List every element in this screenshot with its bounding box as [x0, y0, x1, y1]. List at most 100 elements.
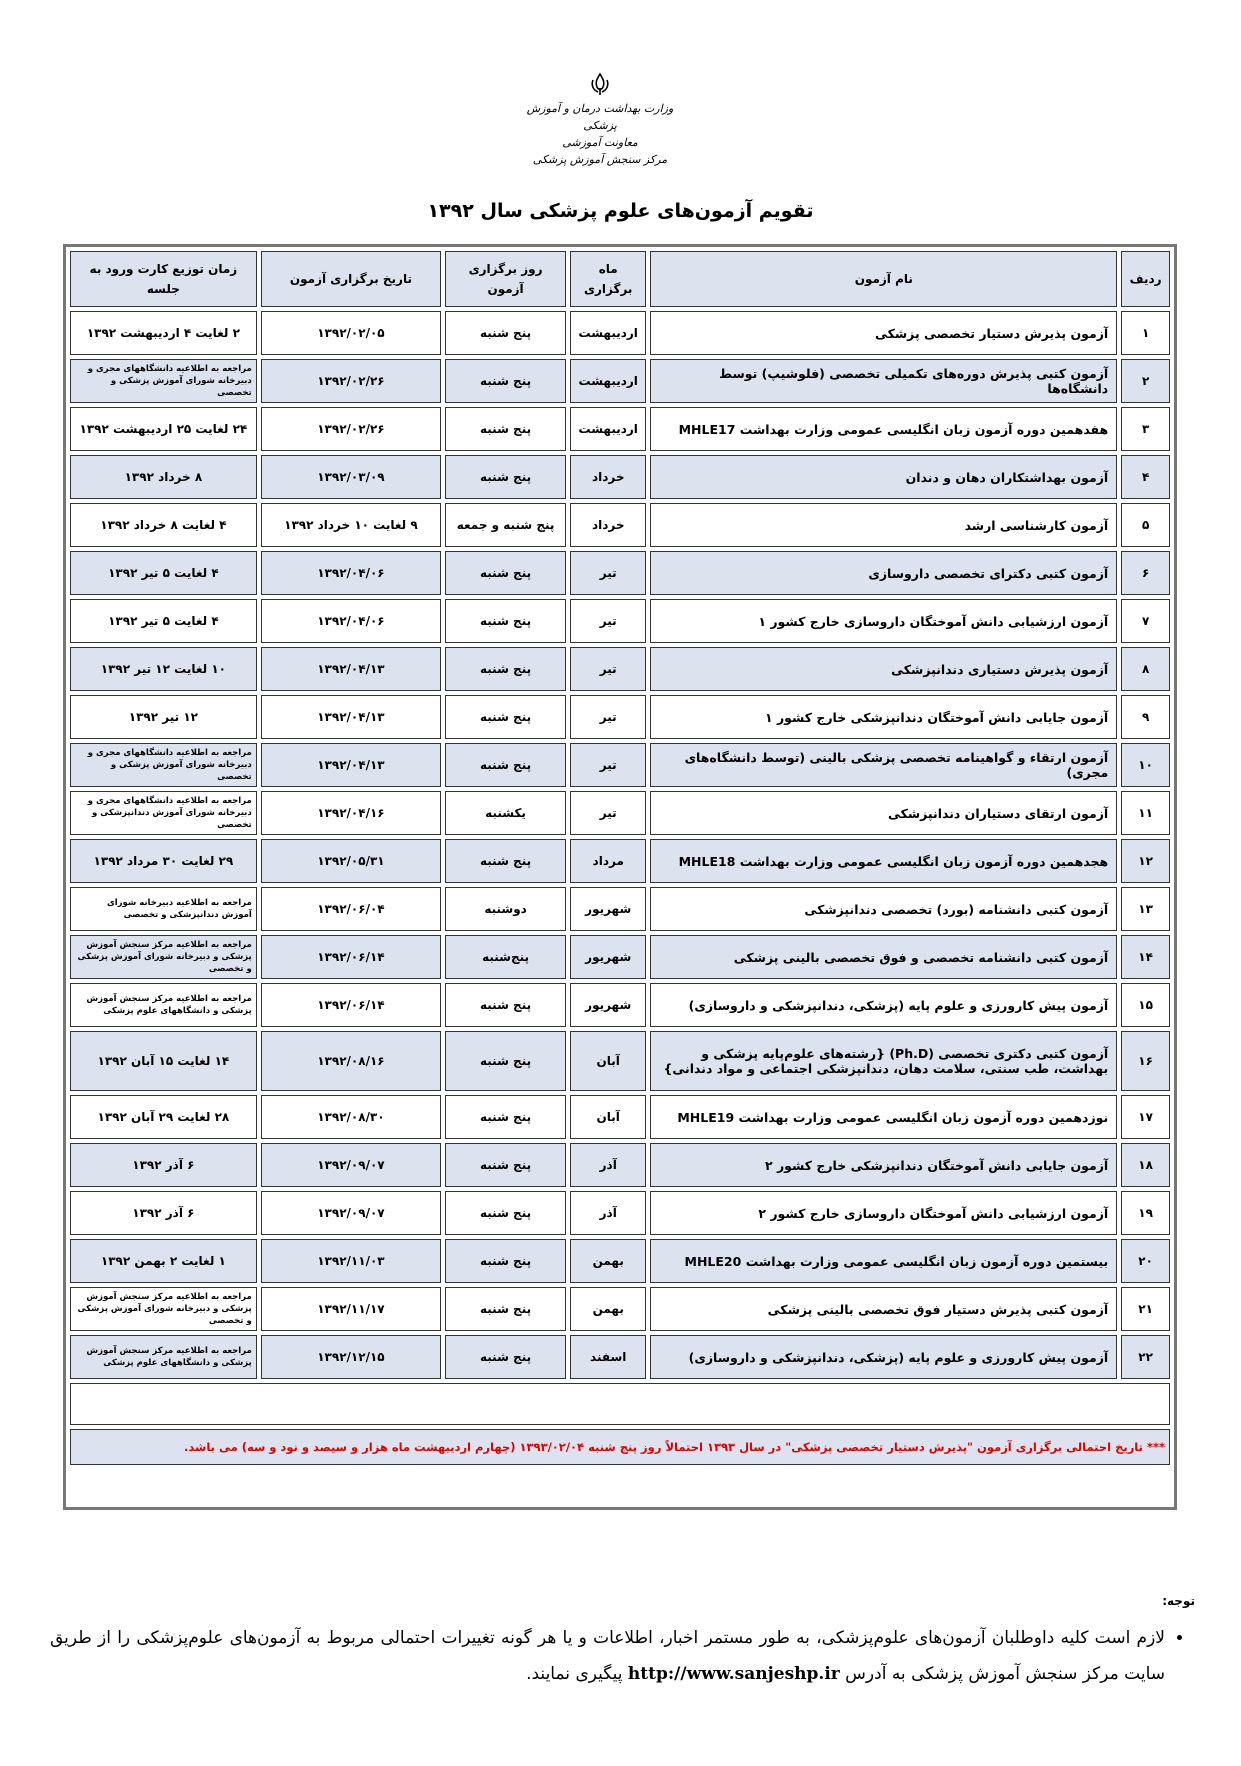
table-cell: پنج شنبه	[445, 743, 567, 787]
table-row: ۱۰ آزمون ارتقاء و گواهینامه تخصصی پزشکی ب…	[70, 743, 1170, 787]
table-cell: ۱۳۹۲/۰۸/۳۰	[260, 1095, 442, 1139]
table-cell: ۱۳۹۲/۰۲/۲۶	[260, 359, 442, 403]
column-header: ماه برگزاری	[570, 251, 647, 307]
note-text: لازم است کلیه داوطلبان آزمون‌های علوم‌پز…	[50, 1628, 1165, 1684]
table-row: ۲۰ بیستمین دوره آزمون زبان انگلیسی عمومی …	[70, 1239, 1170, 1283]
table-cell: ۱۳۹۲/۰۶/۱۴	[260, 983, 442, 1027]
table-cell: ۶ آذر ۱۳۹۲	[70, 1143, 257, 1187]
table-cell: پنج شنبه	[445, 551, 567, 595]
table-cell: ۲۱	[1121, 1287, 1170, 1331]
table-cell: آزمون جایابی دانش آموختگان دندانپزشکی خا…	[650, 695, 1118, 739]
table-cell: ۱۸	[1121, 1143, 1170, 1187]
logo-line: معاونت آموزشی	[562, 136, 638, 149]
footnote: *** تاریخ احتمالی برگزاری آزمون "پذیرش د…	[70, 1429, 1170, 1465]
table-cell: آزمون پیش کارورزی و علوم پایه (پزشکی، دن…	[650, 1335, 1118, 1379]
table-cell: ۵	[1121, 503, 1170, 547]
table-cell: تیر	[570, 695, 647, 739]
table-row: ۵ آزمون کارشناسی ارشد خرداد پنج شنبه و جمعه…	[70, 503, 1170, 547]
table-row: ۱۵ آزمون پیش کارورزی و علوم پایه (پزشکی، …	[70, 983, 1170, 1027]
table-cell: تیر	[570, 743, 647, 787]
table-cell: پنج شنبه	[445, 695, 567, 739]
table-cell: مرداد	[570, 839, 647, 883]
table-cell: ۱۳۹۲/۰۹/۰۷	[260, 1191, 442, 1235]
table-cell: پنج شنبه	[445, 1335, 567, 1379]
table-cell: یکشنبه	[445, 791, 567, 835]
table-cell: مراجعه به اطلاعیه دانشگاههای مجری و دبیر…	[70, 743, 257, 787]
table-row: ۴ آزمون بهداشتکاران دهان و دندان خرداد پنج …	[70, 455, 1170, 499]
table-cell: ۱۴ لغایت ۱۵ آبان ۱۳۹۲	[70, 1031, 257, 1091]
table-cell: آزمون کارشناسی ارشد	[650, 503, 1118, 547]
table-cell: آزمون ارتقاء و گواهینامه تخصصی پزشکی بال…	[650, 743, 1118, 787]
table-cell: ۱۳۹۲/۰۶/۱۴	[260, 935, 442, 979]
table-cell: آزمون پذیرش دستیار تخصصی پزشکی	[650, 311, 1118, 355]
table-cell: اسفند	[570, 1335, 647, 1379]
table-row: ۱۲ هجدهمین دوره آزمون زبان انگلیسی عمومی …	[70, 839, 1170, 883]
table-cell: ۲	[1121, 359, 1170, 403]
table-row: ۱۱ آزمون ارتقای دستیاران دندانپزشکی تیر یکش…	[70, 791, 1170, 835]
table-cell: ۲۰	[1121, 1239, 1170, 1283]
table-cell: ۹ لغایت ۱۰ خرداد ۱۳۹۲	[260, 503, 442, 547]
table-cell: آزمون کتبی پذیرش دوره‌های تکمیلی تخصصی (…	[650, 359, 1118, 403]
table-cell: آزمون کتبی دکترای تخصصی داروسازی	[650, 551, 1118, 595]
empty-cell	[70, 1383, 1170, 1425]
table-cell: ۱۳۹۲/۰۴/۰۶	[260, 551, 442, 595]
table-cell: ۲۸ لغایت ۲۹ آبان ۱۳۹۲	[70, 1095, 257, 1139]
table-cell: آذر	[570, 1143, 647, 1187]
table-cell: ۱۳	[1121, 887, 1170, 931]
table-cell: ۳	[1121, 407, 1170, 451]
table-row: ۱۳ آزمون کتبی دانشنامه (بورد) تخصصی دندان…	[70, 887, 1170, 931]
table-cell: خرداد	[570, 455, 647, 499]
table-row: ۲۲ آزمون پیش کارورزی و علوم پایه (پزشکی، …	[70, 1335, 1170, 1379]
table-cell: بهمن	[570, 1239, 647, 1283]
exam-table: ردیف نام آزمون ماه برگزاری روز برگزاری آزمو…	[66, 247, 1174, 1469]
table-cell: اردیبهشت	[570, 359, 647, 403]
table-row: ۹ آزمون جایابی دانش آموختگان دندانپزشکی خ…	[70, 695, 1170, 739]
table-cell: ۱	[1121, 311, 1170, 355]
table-cell: مراجعه به اطلاعیه مرکز سنجش آموزش پزشکی …	[70, 935, 257, 979]
table-cell: اردیبهشت	[570, 407, 647, 451]
column-header: زمان توزیع کارت ورود به جلسه	[70, 251, 257, 307]
table-cell: نوزدهمین دوره آزمون زبان انگلیسی عمومی و…	[650, 1095, 1118, 1139]
table-row: ۱۹ آزمون ارزشیابی دانش آموختگان داروسازی …	[70, 1191, 1170, 1235]
table-row: ۸ آزمون پذیرش دستیاری دندانپزشکی تیر پنج شن…	[70, 647, 1170, 691]
table-row: ۱۷ نوزدهمین دوره آزمون زبان انگلیسی عمومی…	[70, 1095, 1170, 1139]
table-cell: مراجعه به اطلاعیه مرکز سنجش آموزش پزشکی …	[70, 1287, 257, 1331]
table-cell: آزمون ارزشیابی دانش آموختگان داروسازی خا…	[650, 599, 1118, 643]
table-cell: آزمون بهداشتکاران دهان و دندان	[650, 455, 1118, 499]
table-cell: مراجعه به اطلاعیه مرکز سنجش آموزش پزشکی …	[70, 1335, 257, 1379]
column-header: تاریخ برگزاری آزمون	[260, 251, 442, 307]
column-header: ردیف	[1121, 251, 1170, 307]
table-cell: ۴	[1121, 455, 1170, 499]
table-cell: ۱۳۹۲/۰۸/۱۶	[260, 1031, 442, 1091]
table-cell: ۱۳۹۲/۱۱/۰۳	[260, 1239, 442, 1283]
table-cell: تیر	[570, 551, 647, 595]
table-cell: پنج شنبه	[445, 311, 567, 355]
table-cell: ۶	[1121, 551, 1170, 595]
table-cell: پنج شنبه	[445, 839, 567, 883]
table-cell: خرداد	[570, 503, 647, 547]
table-cell: ۱۱	[1121, 791, 1170, 835]
table-cell: آبان	[570, 1095, 647, 1139]
table-cell: اردیبهشت	[570, 311, 647, 355]
table-cell: ۱۳۹۲/۰۴/۱۳	[260, 743, 442, 787]
table-cell: پنج شنبه	[445, 1287, 567, 1331]
table-cell: ۱۳۹۲/۰۴/۱۶	[260, 791, 442, 835]
note: لازم است کلیه داوطلبان آزمون‌های علوم‌پز…	[50, 1620, 1195, 1692]
table-cell: پنج شنبه	[445, 647, 567, 691]
table-cell: ۱۳۹۲/۰۲/۲۶	[260, 407, 442, 451]
table-cell: پنج شنبه	[445, 1095, 567, 1139]
table-row: ۱۴ آزمون کتبی دانشنامه تخصصی و فوق تخصصی …	[70, 935, 1170, 979]
table-cell: مراجعه به اطلاعیه دبیرخانه شورای آموزش د…	[70, 887, 257, 931]
table-cell: بهمن	[570, 1287, 647, 1331]
table-cell: ۱۰	[1121, 743, 1170, 787]
table-cell: آزمون ارتقای دستیاران دندانپزشکی	[650, 791, 1118, 835]
table-row: ۱۶ آزمون کتبی دکتری تخصصی (Ph.D) {رشته‌ها…	[70, 1031, 1170, 1091]
table-cell: پنج شنبه	[445, 599, 567, 643]
table-row: ۱۸ آزمون جایابی دانش آموختگان دندانپزشکی …	[70, 1143, 1170, 1187]
title: تقویم آزمون‌های علوم پزشکی سال ۱۳۹۲	[427, 200, 814, 222]
table-cell: شهریور	[570, 935, 647, 979]
table-cell: ۱ لغایت ۲ بهمن ۱۳۹۲	[70, 1239, 257, 1283]
table-cell: پنج شنبه و جمعه	[445, 503, 567, 547]
table-cell: ۴ لغایت ۵ تیر ۱۳۹۲	[70, 599, 257, 643]
table-cell: ۸	[1121, 647, 1170, 691]
